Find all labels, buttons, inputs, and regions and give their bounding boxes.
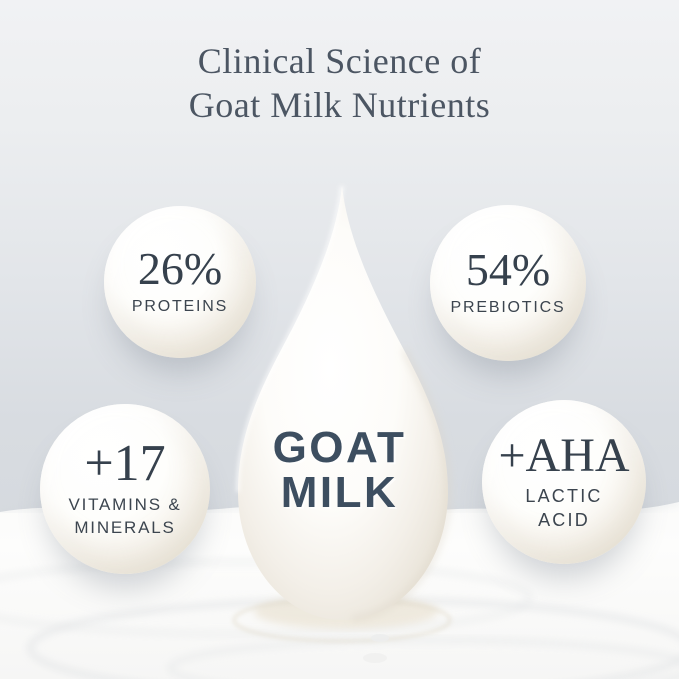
- pool-droplet: [371, 634, 389, 642]
- ripple-bottom: [167, 637, 679, 679]
- prebiotics-label: PREBIOTICS: [450, 299, 566, 317]
- lactic-acid-value: +AHA: [498, 428, 630, 482]
- lactic-acid-label-line-1: LACTIC: [525, 485, 603, 506]
- goat-milk-label: GOAT MILK: [0, 423, 679, 517]
- vitamins-label-line-1: VITAMINS &: [68, 495, 182, 515]
- ripple-wide-upper: [0, 560, 532, 636]
- proteins-label: PROTEINS: [131, 298, 229, 316]
- bubble-lactic-acid: +AHA LACTIC ACID: [482, 400, 646, 564]
- bubble-vitamins-minerals: +17 VITAMINS & MINERALS: [40, 404, 210, 574]
- vitamins-value: +17: [84, 435, 166, 493]
- proteins-value: 26%: [137, 243, 223, 295]
- title-line-2: Goat Milk Nutrients: [188, 84, 491, 125]
- milk-drop-edge-highlight: [236, 185, 344, 493]
- lactic-acid-label-line-2: ACID: [538, 510, 590, 530]
- bubble-proteins: 26% PROTEINS: [104, 206, 256, 358]
- title-line-1: Clinical Science of: [197, 41, 482, 81]
- prebiotics-value: 54%: [465, 244, 551, 296]
- milk-drop-edge-shade: [351, 348, 451, 622]
- milk-drop: [238, 186, 448, 620]
- goat-milk-label-line-1: GOAT: [272, 423, 407, 472]
- bubble-prebiotics: 54% PREBIOTICS: [430, 205, 586, 361]
- page-title: Clinical Science of Goat Milk Nutrients: [0, 40, 679, 128]
- pool-droplet: [363, 653, 387, 663]
- goat-milk-label-line-2: MILK: [280, 467, 399, 517]
- vitamins-label-line-2: MINERALS: [74, 518, 176, 537]
